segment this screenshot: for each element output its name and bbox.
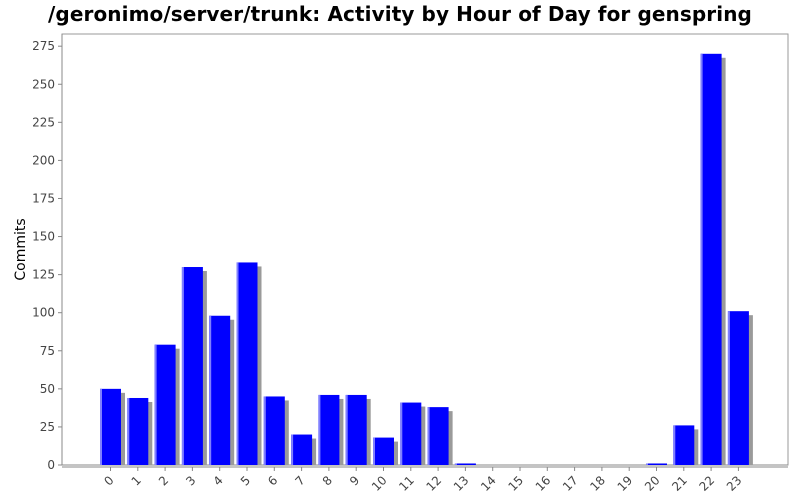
bar (263, 396, 289, 465)
x-tick-label: 19 (615, 473, 636, 494)
bar-highlight (154, 344, 157, 465)
bar-fill (454, 463, 476, 465)
bar-highlight (263, 396, 266, 465)
x-tick-label: 22 (697, 473, 718, 494)
bar (127, 397, 153, 465)
bar-highlight (400, 402, 403, 465)
bar-fill (673, 425, 695, 465)
x-tick-label: 2 (156, 473, 171, 488)
bar-fill (209, 315, 231, 465)
bar-fill (646, 463, 667, 465)
bar (373, 437, 398, 465)
bar-highlight (427, 407, 430, 465)
bar-highlight (646, 463, 648, 465)
y-tick-label: 200 (32, 153, 55, 167)
x-tick-label: 16 (533, 473, 554, 494)
x-tick-label: 12 (424, 473, 445, 494)
y-tick-label: 25 (40, 420, 55, 434)
bar (181, 267, 207, 465)
y-axis: 0 25 50 75 100 125 150 175 200 225 250 275 (32, 34, 63, 472)
bar (454, 463, 476, 465)
bar-highlight (318, 394, 321, 465)
y-tick-label: 175 (32, 191, 55, 205)
y-tick-label: 0 (47, 458, 55, 472)
x-tick-label: 0 (101, 473, 116, 488)
bar-fill (400, 402, 422, 465)
x-tick-label: 11 (396, 473, 417, 494)
bar (727, 311, 753, 465)
y-tick-label: 125 (32, 268, 55, 282)
bars (100, 53, 753, 466)
y-axis-label: Commits (13, 218, 29, 280)
bar-highlight (127, 397, 130, 465)
x-tick-label: 14 (478, 473, 499, 494)
x-tick-label: 8 (320, 473, 335, 488)
x-tick-label: 7 (292, 473, 307, 488)
bar-highlight (236, 262, 239, 465)
bar (646, 463, 667, 465)
chart-title: /geronimo/server/trunk: Activity by Hour… (48, 2, 752, 26)
bar-fill (727, 311, 749, 465)
bar-highlight (181, 267, 184, 465)
x-tick-label: 15 (505, 473, 526, 494)
bar (700, 53, 726, 466)
x-tick-label: 5 (238, 473, 253, 488)
bar-fill (427, 407, 449, 465)
x-tick-label: 21 (669, 473, 690, 494)
x-tick-label: 4 (211, 473, 226, 488)
bar-fill (154, 344, 176, 465)
bar (345, 394, 371, 465)
x-tick-label: 3 (183, 473, 198, 488)
bar-highlight (700, 53, 703, 466)
x-tick-label: 17 (560, 473, 581, 494)
y-tick-label: 50 (40, 382, 55, 396)
bar-fill (236, 262, 258, 465)
bar (100, 388, 125, 465)
x-axis: 0 1 2 3 4 5 6 7 8 9 10 11 12 13 14 15 16 17 18 19 20 21 22 23 (62, 464, 788, 494)
bar (673, 425, 699, 465)
bar (427, 407, 453, 465)
bar-fill (291, 434, 313, 465)
x-tick-label: 18 (587, 473, 608, 494)
x-tick-label: 1 (129, 473, 144, 488)
bar-highlight (673, 425, 676, 465)
bar-fill (181, 267, 203, 465)
y-tick-label: 100 (32, 306, 55, 320)
x-tick-label: 13 (451, 473, 472, 494)
y-tick-label: 150 (32, 230, 55, 244)
bar-fill (345, 394, 367, 465)
bar-highlight (345, 394, 348, 465)
bar-highlight (100, 388, 102, 465)
y-tick-label: 225 (32, 115, 55, 129)
bar-highlight (454, 463, 457, 465)
bar (400, 402, 426, 465)
x-tick-label: 9 (347, 473, 362, 488)
x-tick-label: 6 (265, 473, 280, 488)
y-tick-label: 75 (40, 344, 55, 358)
bar (154, 344, 180, 465)
bar (236, 262, 262, 465)
y-tick-label: 275 (32, 39, 55, 53)
bar (318, 394, 344, 465)
y-tick-label: 250 (32, 77, 55, 91)
bar-fill (127, 397, 149, 465)
bar (209, 315, 235, 465)
bar-fill (263, 396, 285, 465)
bar-fill (100, 388, 121, 465)
x-tick-label: 23 (724, 473, 745, 494)
x-tick-label: 20 (642, 473, 663, 494)
bar-highlight (727, 311, 730, 465)
bar-highlight (209, 315, 212, 465)
bar-fill (318, 394, 340, 465)
x-tick-label: 10 (369, 473, 390, 494)
bar-fill (373, 437, 394, 465)
bar-highlight (291, 434, 294, 465)
bar-highlight (373, 437, 375, 465)
bar-fill (700, 53, 722, 466)
bar (291, 434, 317, 465)
